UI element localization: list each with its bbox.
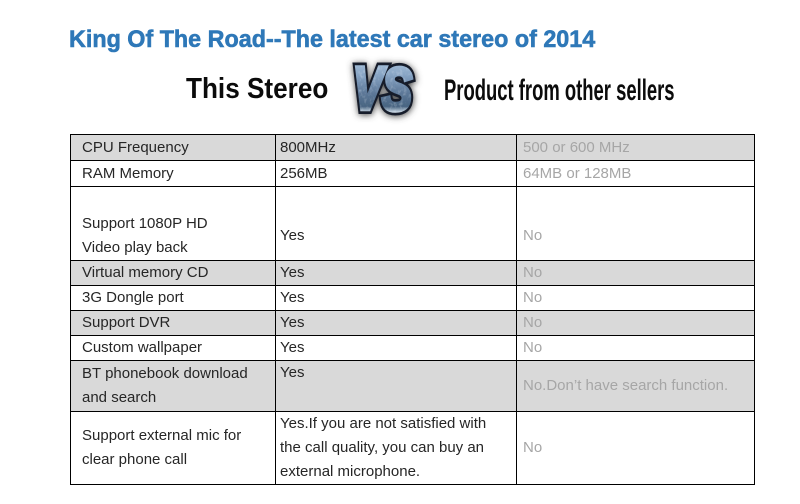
svg-text:VS: VS [353, 55, 412, 123]
svg-text:VS: VS [353, 55, 412, 123]
svg-text:VS: VS [353, 55, 412, 123]
